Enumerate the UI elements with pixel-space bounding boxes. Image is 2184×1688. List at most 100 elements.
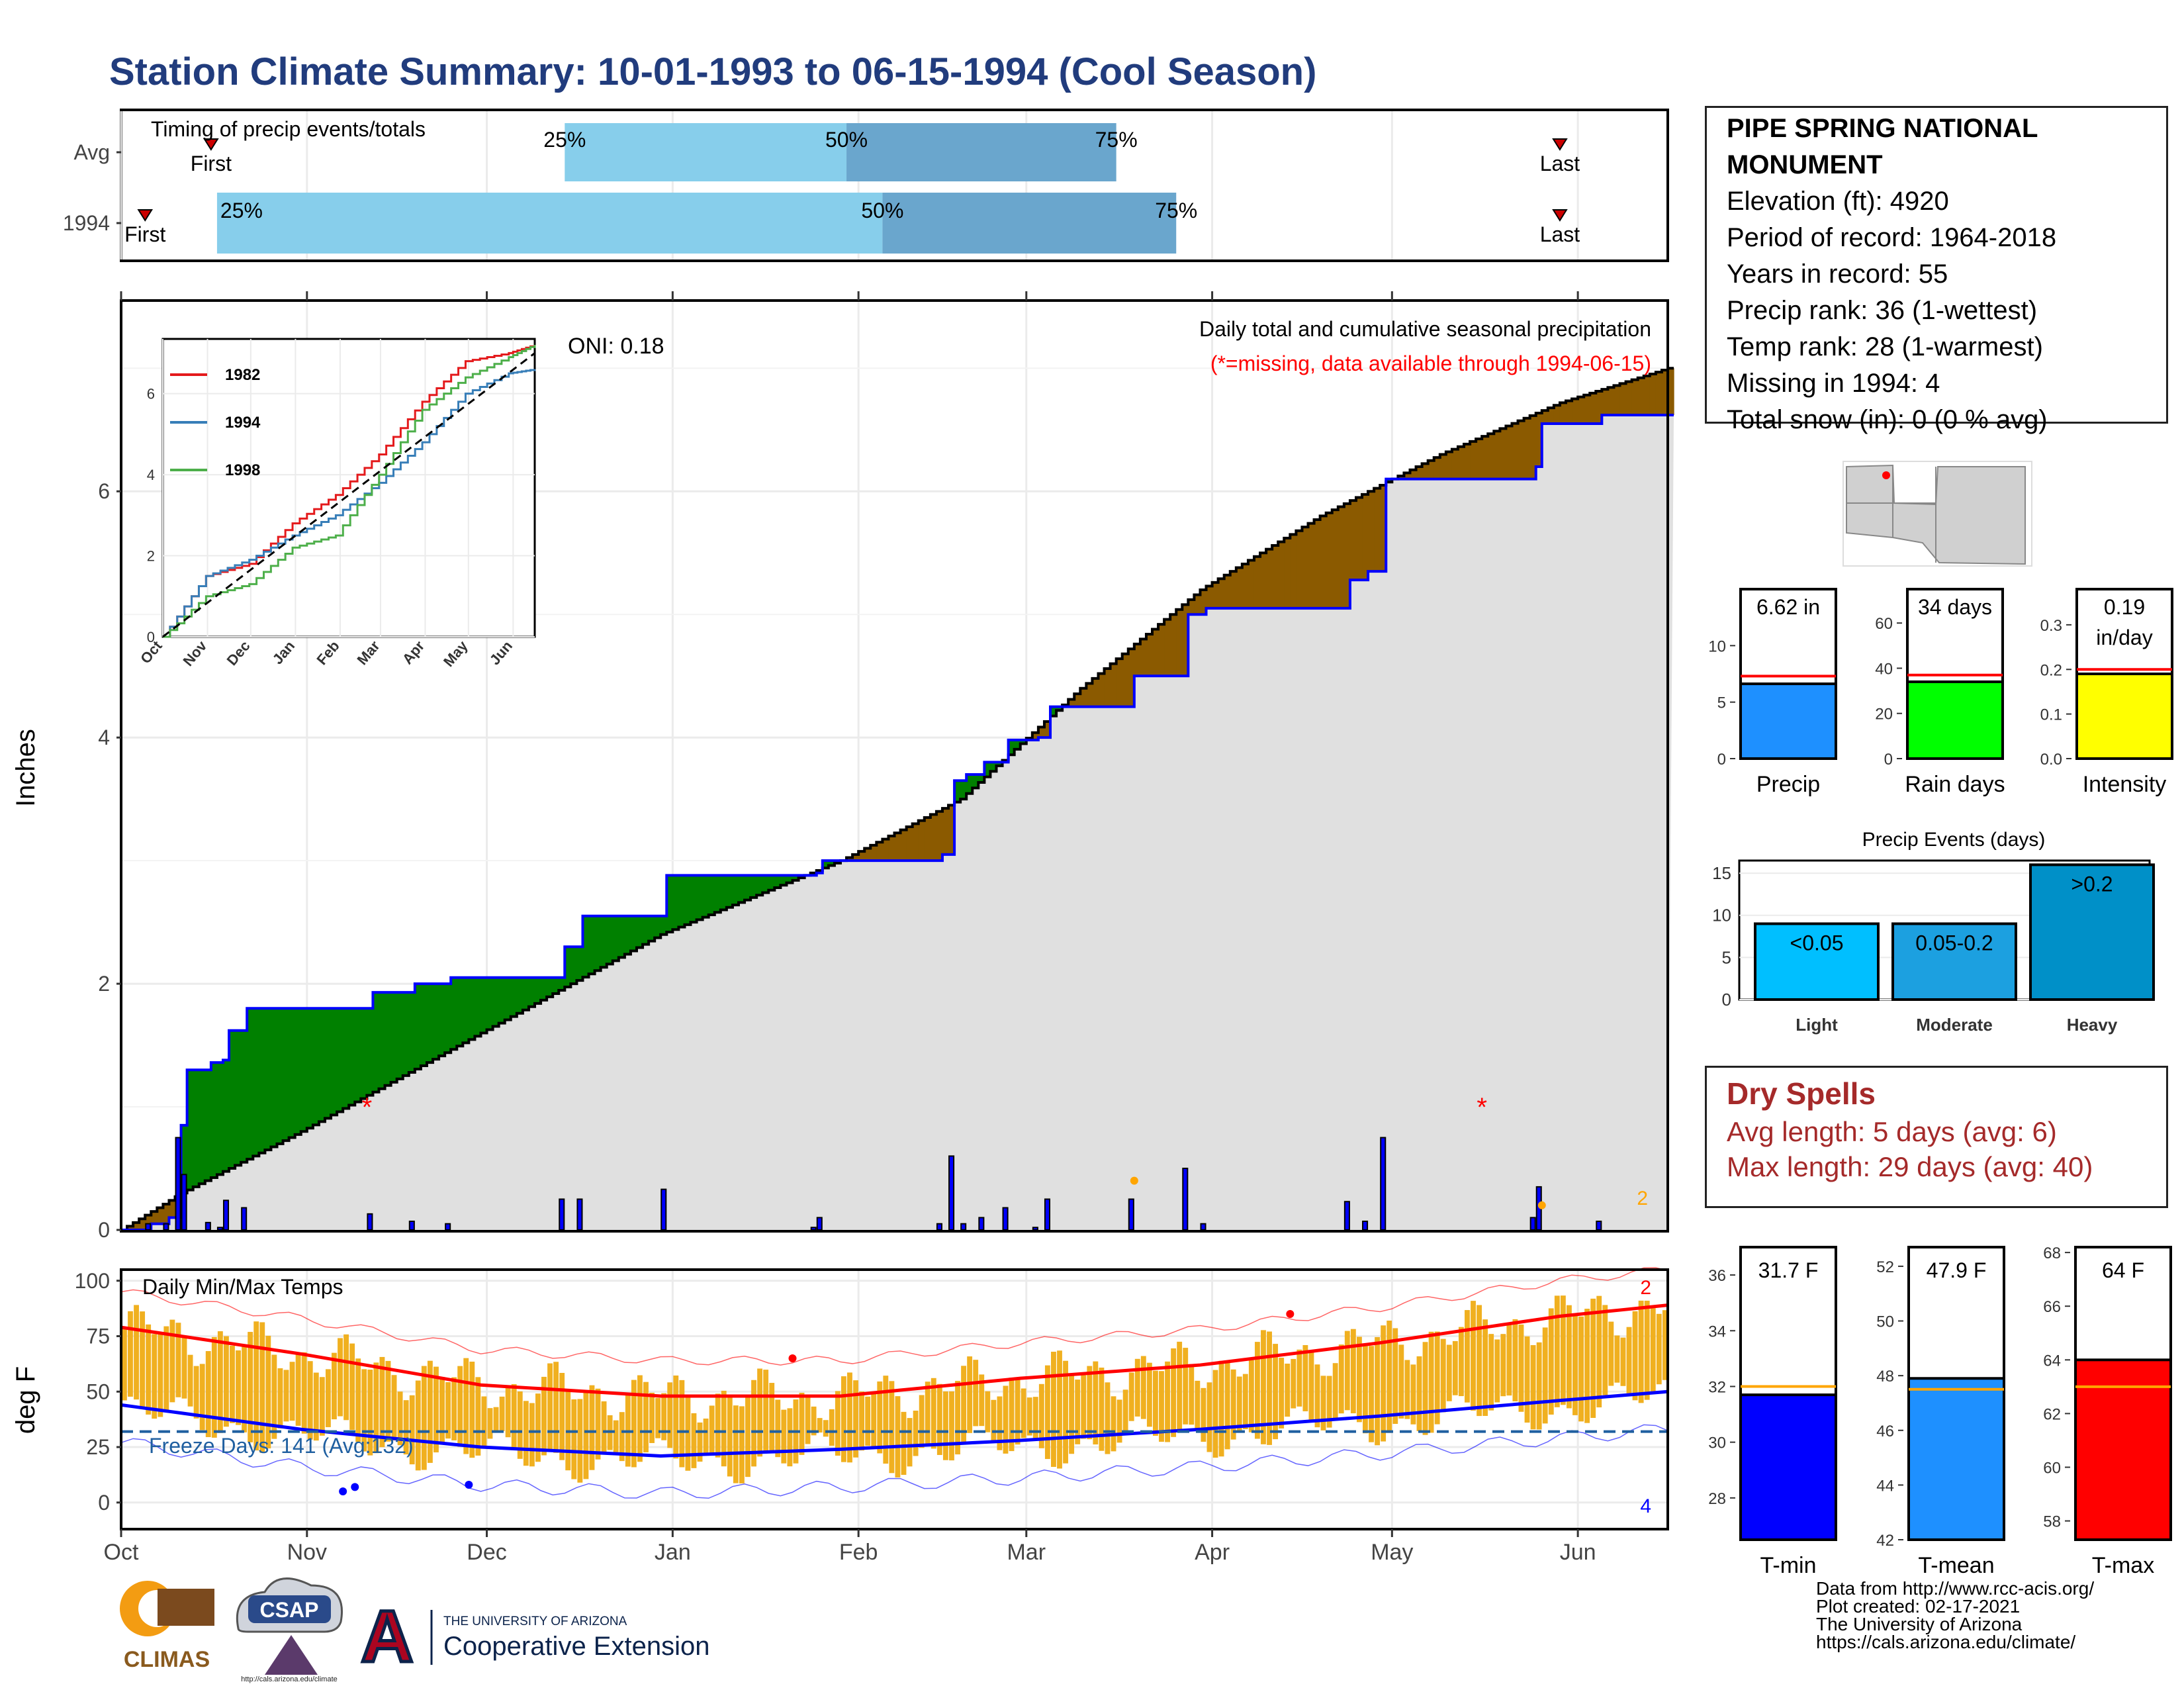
daily-temp-bar [1548, 1308, 1554, 1415]
above-normal-area [385, 992, 392, 1086]
daily-temp-bar [373, 1362, 379, 1454]
daily-temp-bar [1051, 1351, 1056, 1467]
inset-series-line-1994 [163, 369, 536, 638]
daily-temp-bar [1428, 1331, 1434, 1433]
below-normal-area [1164, 619, 1171, 677]
daily-temp-bar [361, 1369, 367, 1452]
ua-a-letter: A [361, 1596, 413, 1677]
daily-temp-bar [697, 1422, 703, 1462]
daily-temp-bar [517, 1391, 523, 1459]
daily-precip-bar [1362, 1220, 1369, 1231]
record-high-marker [1286, 1310, 1295, 1319]
daily-temp-bar [1608, 1321, 1614, 1386]
above-normal-area [265, 1008, 272, 1150]
above-normal-area [457, 977, 463, 1047]
daily-temp-bar [1554, 1295, 1560, 1407]
daily-temp-bar [1165, 1361, 1170, 1442]
below-normal-area [1661, 370, 1668, 415]
below-normal-area [1602, 389, 1609, 415]
daily-temp-bar [967, 1356, 973, 1433]
inset-average-line [162, 352, 535, 638]
below-normal-area [1476, 439, 1482, 479]
above-normal-area [643, 915, 649, 945]
above-normal-area [289, 1008, 296, 1138]
above-normal-area [486, 977, 494, 1030]
above-normal-area [600, 915, 608, 968]
csap-url: http://cals.arizona.edu/climate [241, 1675, 338, 1683]
above-normal-area [271, 1008, 278, 1147]
daily-temp-bar [1356, 1336, 1362, 1423]
daily-temp-bar [1632, 1311, 1638, 1401]
below-normal-area [1643, 375, 1651, 415]
daily-temp-bar [457, 1366, 463, 1447]
below-normal-area [1488, 434, 1494, 479]
above-normal-area [666, 875, 673, 932]
daily-temp-bar [1614, 1335, 1620, 1383]
ua-big-text: Cooperative Extension [443, 1632, 709, 1661]
summary-bar-rain-days [1906, 680, 2004, 760]
daily-temp-bar [1261, 1330, 1266, 1444]
daily-temp-bar [259, 1322, 265, 1453]
events-ytick-label: 10 [1712, 906, 1731, 925]
events-bar-heavy [2029, 863, 2155, 1002]
below-normal-area [1302, 527, 1309, 608]
daily-temp-bar [391, 1375, 397, 1440]
daily-temp-bar [277, 1368, 283, 1429]
below-normal-area [1410, 469, 1417, 479]
above-normal-area [492, 977, 500, 1027]
daily-temp-bar [1212, 1370, 1218, 1458]
daily-temp-bar [739, 1406, 745, 1483]
month-label: Mar [1007, 1540, 1046, 1565]
dry-spells-box: Dry Spells Avg length: 5 days (avg: 6) M… [1705, 1066, 2168, 1208]
timing-p25-label: 25% [543, 128, 586, 152]
daily-precip-bar [205, 1221, 211, 1231]
daily-temp-bar [547, 1363, 553, 1452]
daily-temp-bar [1506, 1324, 1512, 1396]
daily-temp-bar [1069, 1374, 1075, 1454]
above-normal-area [247, 1008, 253, 1160]
daily-temp-bar [175, 1323, 181, 1397]
below-normal-area [1068, 699, 1075, 707]
above-normal-area [253, 1008, 259, 1156]
daily-temp-bar [1344, 1331, 1350, 1411]
below-normal-area [1500, 428, 1507, 479]
daily-temp-bar [469, 1361, 475, 1458]
daily-temp-bar [1524, 1336, 1530, 1423]
daily-temp-bar [942, 1391, 948, 1460]
daily-temp-bar [338, 1338, 343, 1417]
daily-temp-bar [829, 1409, 835, 1446]
temp-max-count: 2 [1640, 1277, 1651, 1299]
daily-temp-bar [901, 1411, 907, 1476]
above-normal-area [696, 875, 704, 920]
credit-university: The University of Arizona [1816, 1614, 2023, 1634]
daily-temp-bar [1093, 1361, 1099, 1445]
daily-temp-bar [631, 1380, 637, 1468]
below-normal-area [1038, 727, 1045, 738]
daily-temp-bar [289, 1362, 295, 1421]
daily-temp-bar [1392, 1328, 1398, 1425]
below-normal-area [169, 1200, 176, 1218]
above-normal-area [588, 915, 596, 974]
daily-precip-bar [1032, 1227, 1038, 1231]
below-normal-area [864, 848, 871, 861]
below-normal-area [1206, 586, 1213, 608]
credit-data-source: Data from http://www.rcc-acis.org/ [1816, 1578, 2095, 1599]
daily-temp-bar [835, 1391, 841, 1456]
daily-temp-bar [565, 1389, 571, 1471]
below-normal-area [163, 1203, 170, 1224]
daily-temp-bar [817, 1418, 823, 1433]
daily-temp-bar [1332, 1363, 1338, 1421]
missing-data-marker: * [362, 1093, 373, 1122]
daily-temp-bar [751, 1380, 756, 1467]
timing-p25-label: 25% [220, 199, 263, 222]
above-normal-area [660, 915, 667, 935]
timing-p50-label: 50% [825, 128, 868, 152]
daily-precip-bar [367, 1213, 373, 1231]
below-normal-area [942, 808, 949, 855]
daily-temp-bar [499, 1396, 505, 1431]
below-normal-area [1637, 377, 1645, 415]
ua-small-text: THE UNIVERSITY OF ARIZONA [443, 1615, 627, 1628]
daily-temp-bar [379, 1356, 385, 1448]
daily-temp-bar [1530, 1345, 1536, 1430]
below-normal-area [1170, 614, 1177, 677]
